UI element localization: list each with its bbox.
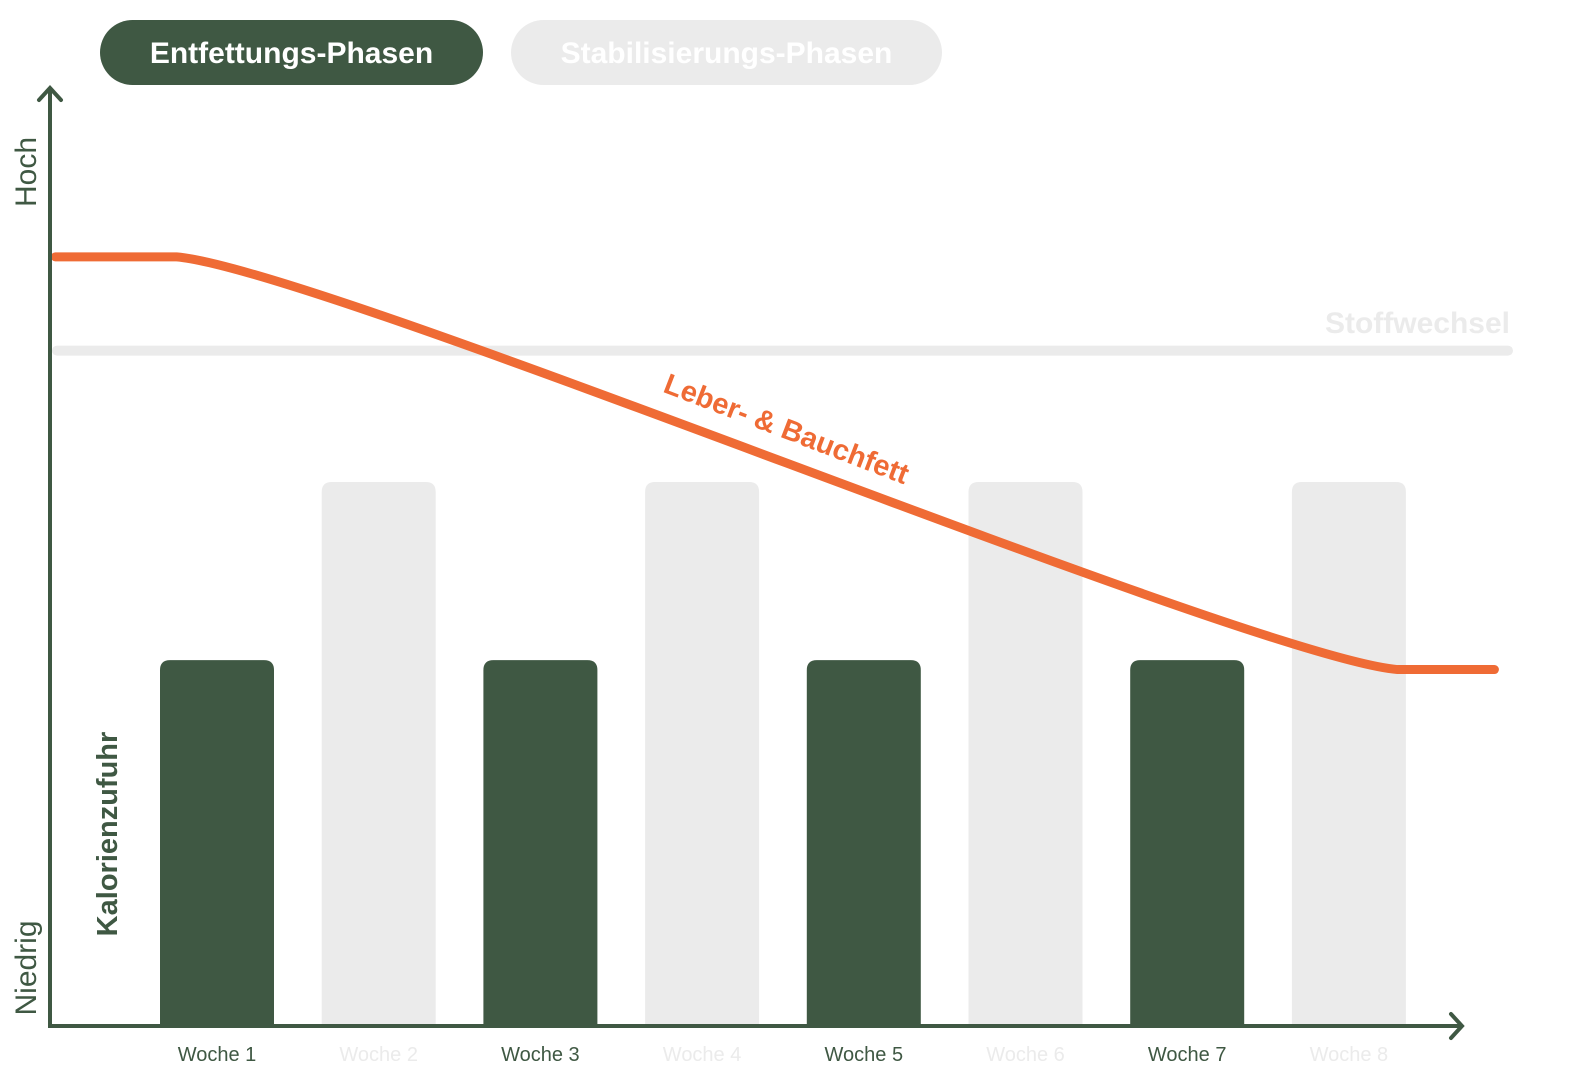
- tab-entfettungs-phasen-label[interactable]: Entfettungs-Phasen: [150, 37, 433, 70]
- x-axis: [48, 1012, 1465, 1040]
- y-axis-low-label: Niedrig: [10, 920, 43, 1015]
- x-tick-label-1: Woche 1: [178, 1044, 257, 1066]
- x-tick-label-6: Woche 6: [986, 1044, 1065, 1066]
- bar-1: [160, 660, 274, 1026]
- bar-5: [806, 660, 921, 1026]
- bar-7: [1130, 660, 1245, 1026]
- x-axis-arrow-icon: [1449, 1012, 1465, 1040]
- bars: [160, 481, 1406, 1027]
- y-axis-high-label: Hoch: [10, 137, 43, 207]
- x-tick-label-2: Woche 2: [339, 1044, 418, 1066]
- stoffwechsel-label: Stoffwechsel: [1325, 307, 1510, 340]
- fat-curve: [50, 252, 1499, 675]
- bar-8: [1291, 481, 1406, 1027]
- bar-6: [968, 481, 1083, 1027]
- bar-4: [645, 481, 760, 1027]
- x-tick-label-5: Woche 5: [825, 1044, 904, 1066]
- tab-stabilisierungs-phasen-bg[interactable]: [511, 20, 942, 85]
- bar-2: [321, 481, 436, 1027]
- bar-3: [483, 660, 598, 1026]
- y-axis-title: Kalorienzufuhr: [92, 732, 124, 937]
- x-tick-label-3: Woche 3: [501, 1044, 580, 1066]
- x-tick-label-4: Woche 4: [663, 1044, 742, 1066]
- tab-stabilisierungs-phasen[interactable]: Stabilisierungs-Phasen: [511, 20, 942, 85]
- x-tick-label-8: Woche 8: [1310, 1044, 1389, 1066]
- tab-stabilisierungs-phasen-label[interactable]: Stabilisierungs-Phasen: [561, 37, 893, 70]
- x-tick-labels: Woche 1 Woche 2 Woche 3 Woche 4 Woche 5 Woche…: [178, 1044, 1388, 1066]
- y-axis-arrow-icon: [37, 85, 63, 102]
- tab-entfettungs-phasen-bg[interactable]: [100, 20, 483, 85]
- tab-entfettungs-phasen[interactable]: Entfettungs-Phasen: [100, 20, 483, 85]
- y-axis: [37, 85, 63, 1026]
- x-tick-label-7: Woche 7: [1148, 1044, 1227, 1066]
